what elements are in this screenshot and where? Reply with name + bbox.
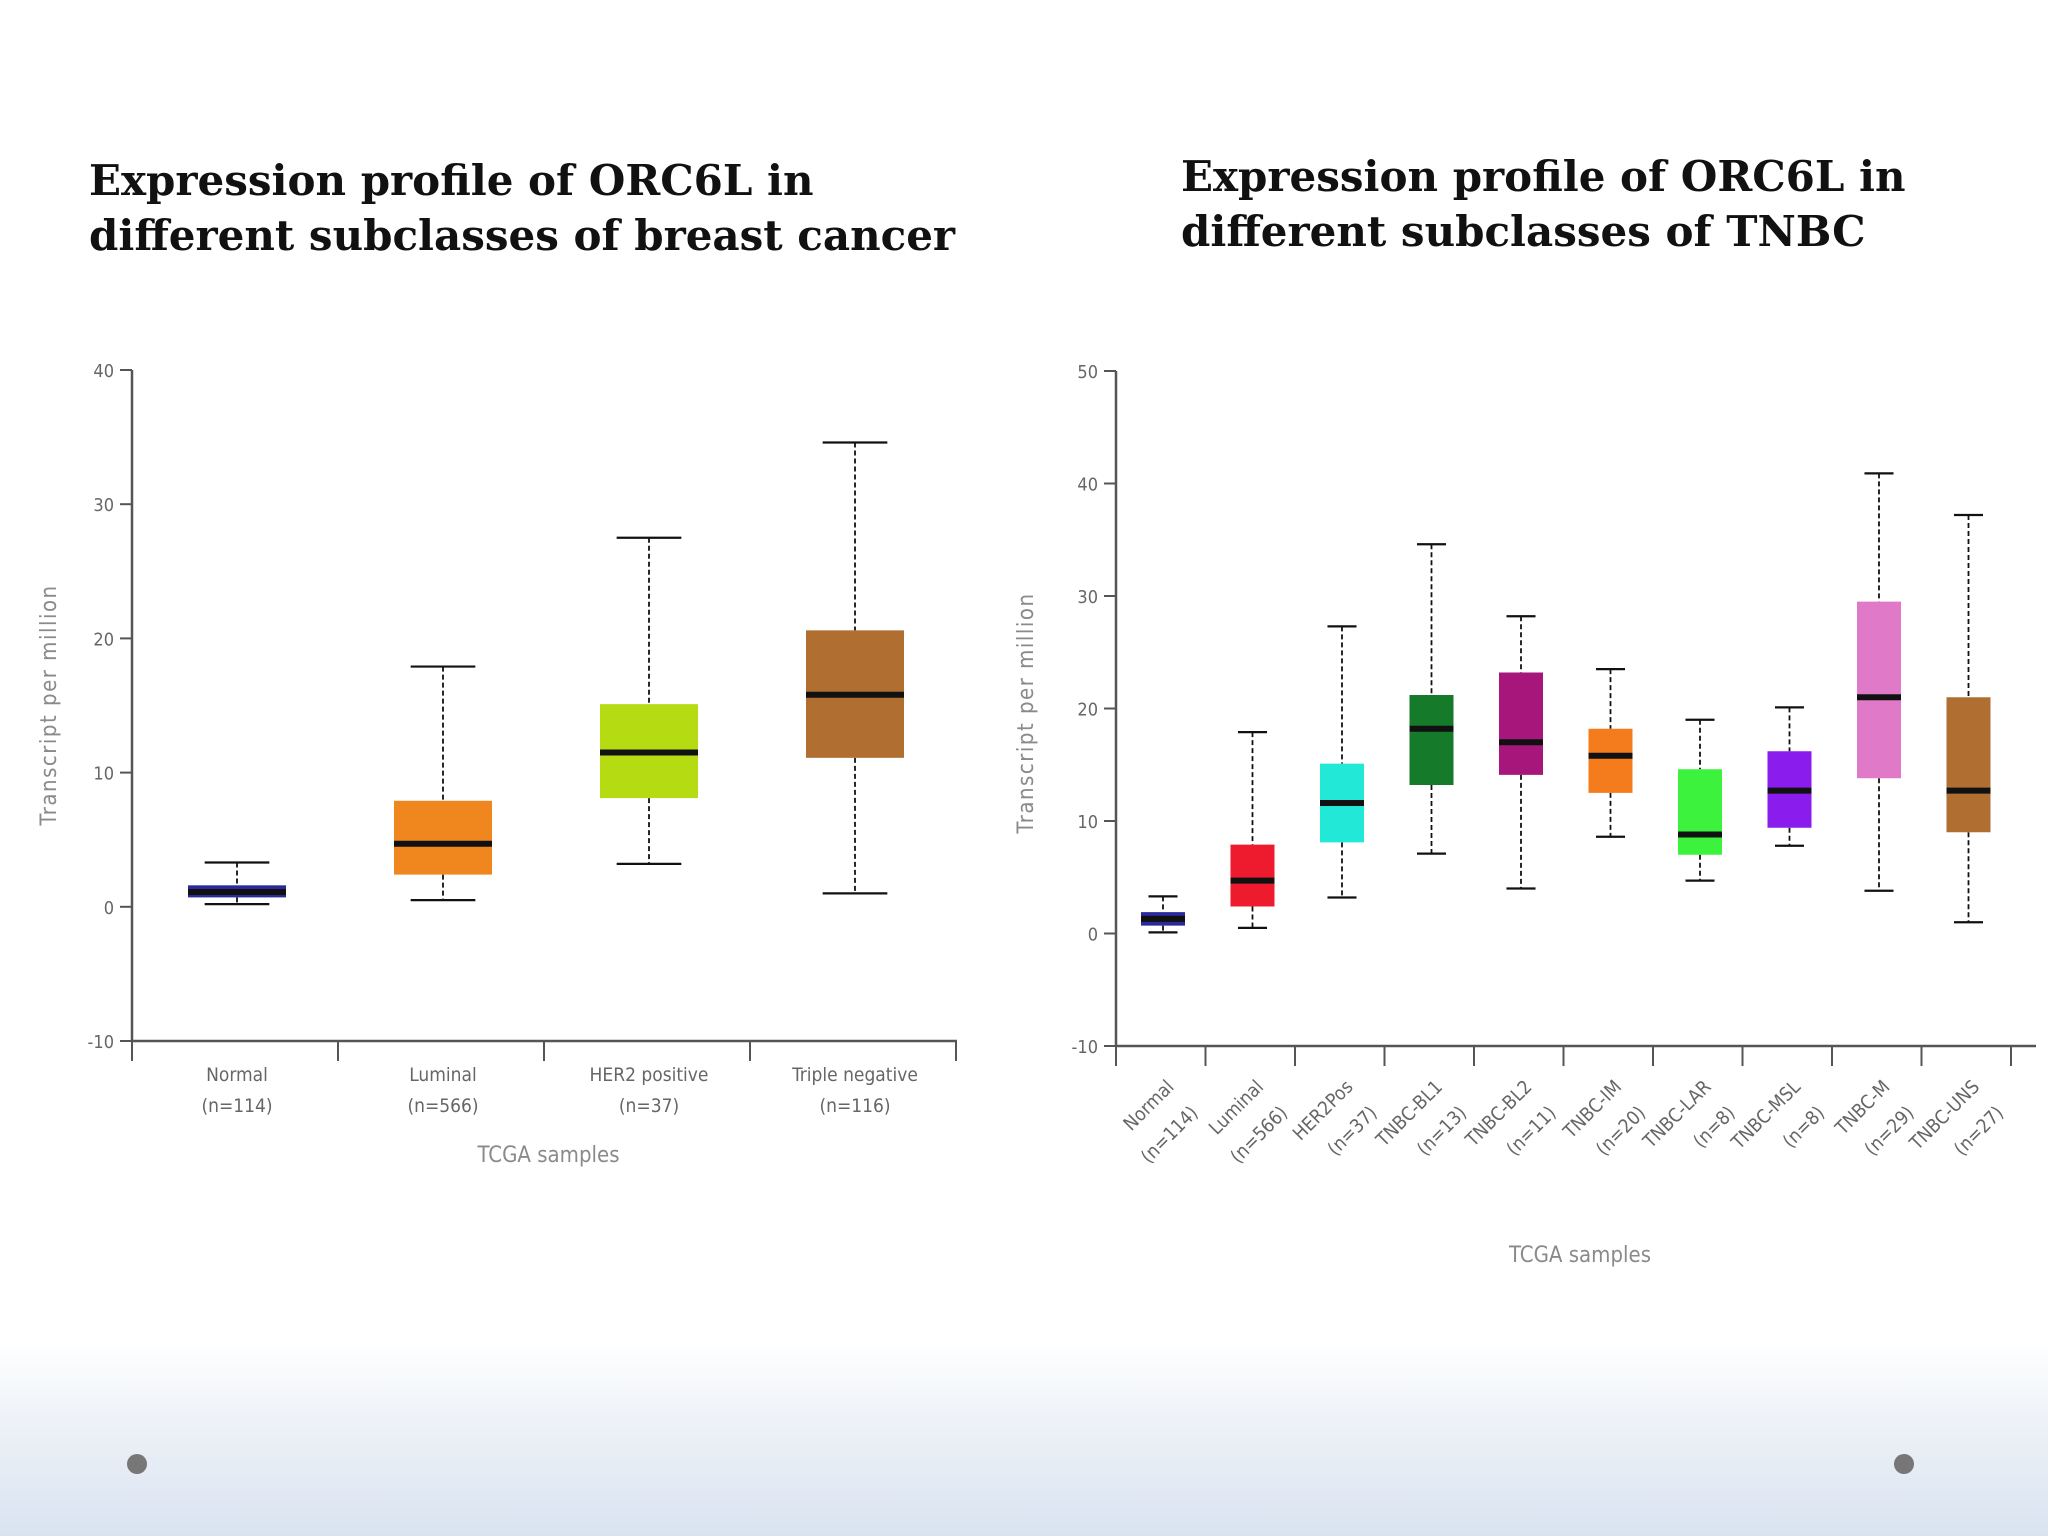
right-heading-line-2: different subclasses of TNBC xyxy=(1181,207,1866,256)
left-heading-line-2: different subclasses of breast cancer xyxy=(89,211,956,260)
y-tick-label: 10 xyxy=(93,764,114,785)
y-tick-label: 10 xyxy=(1077,812,1098,833)
y-tick-label: 50 xyxy=(1077,362,1098,383)
x-tick-sample-count: (n=37) xyxy=(619,1095,679,1117)
iqr-box xyxy=(1409,695,1454,785)
x-tick-sample-count: (n=116) xyxy=(819,1095,890,1117)
box-tnbc-msl xyxy=(1767,706,1812,847)
y-axis-title: Transcript per million xyxy=(37,584,62,826)
iqr-box xyxy=(394,800,492,875)
y-tick-label: 0 xyxy=(1088,925,1098,946)
iqr-box xyxy=(1946,697,1991,833)
iqr-box xyxy=(1857,601,1901,779)
y-tick-label: -10 xyxy=(1072,1037,1098,1058)
box-triple-negative xyxy=(806,441,904,895)
y-tick-label: 40 xyxy=(93,361,114,382)
slide-bullet-dot-left xyxy=(127,1454,147,1474)
iqr-box xyxy=(1678,769,1722,855)
box-tnbc-lar xyxy=(1678,718,1722,882)
y-axis-title: Transcript per million xyxy=(1014,592,1039,834)
box-tnbc-uns xyxy=(1946,513,1991,924)
x-tick-label: Luminal xyxy=(409,1064,476,1086)
breast-cancer-boxplot: -10 0 10 20 30 40 Normal (n=114) Luminal (n=566) H… xyxy=(37,361,957,1168)
y-tick-label: 0 xyxy=(104,898,114,919)
iqr-box xyxy=(1499,672,1543,775)
y-tick-label: 20 xyxy=(1077,700,1098,721)
iqr-box xyxy=(1588,728,1633,793)
x-tick-label: Normal xyxy=(206,1064,268,1086)
box-normal xyxy=(188,861,286,906)
box-tnbc-bl1 xyxy=(1409,543,1454,855)
y-tick-label: 30 xyxy=(1077,587,1098,608)
x-tick-sample-count: (n=114) xyxy=(201,1095,272,1117)
x-tick-label: HER2 positive xyxy=(590,1064,709,1086)
box-normal xyxy=(1141,895,1185,934)
slide-bullet-dot-right xyxy=(1894,1454,1914,1474)
left-chart-heading: Expression profile of ORC6L in different… xyxy=(89,153,955,263)
y-tick-label: 40 xyxy=(1077,475,1098,496)
box-luminal xyxy=(1230,731,1275,929)
x-axis-title: TCGA samples xyxy=(476,1143,619,1168)
box-tnbc-im xyxy=(1588,668,1633,838)
x-tick-label: Triple negative xyxy=(791,1064,918,1086)
y-tick-label: 20 xyxy=(93,629,114,650)
right-chart-heading: Expression profile of ORC6L in different… xyxy=(1181,149,1906,259)
x-axis-title: TCGA samples xyxy=(1508,1243,1651,1268)
box-tnbc-bl2 xyxy=(1499,615,1543,890)
left-heading-line-1: Expression profile of ORC6L in xyxy=(89,156,814,205)
x-tick-sample-count: (n=566) xyxy=(407,1095,478,1117)
y-tick-label: 30 xyxy=(93,495,114,516)
box-luminal xyxy=(394,665,492,902)
right-heading-line-1: Expression profile of ORC6L in xyxy=(1181,152,1906,201)
box-her2-positive xyxy=(600,536,698,865)
y-tick-label: -10 xyxy=(88,1032,114,1053)
box-tnbc-m xyxy=(1857,472,1901,892)
iqr-box xyxy=(1230,844,1275,907)
box-her2pos xyxy=(1320,625,1364,899)
